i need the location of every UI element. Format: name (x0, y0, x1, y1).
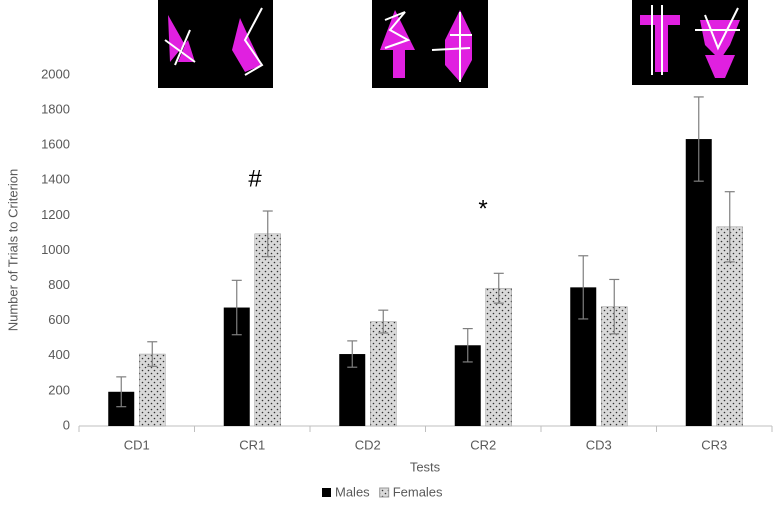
x-tick-label: CR2 (470, 437, 496, 452)
error-bar (609, 278, 620, 335)
stimulus-image (372, 0, 488, 88)
error-bar (378, 309, 389, 334)
x-tick-label: CD2 (355, 437, 381, 452)
y-tick-label: 1000 (41, 242, 70, 257)
error-bar (724, 191, 735, 263)
x-tick-label: CD3 (586, 437, 612, 452)
y-tick-label: 1600 (41, 137, 70, 152)
x-tick-label: CR1 (239, 437, 265, 452)
y-axis-label: Number of Trials to Criterion (5, 169, 20, 332)
y-tick-label: 1200 (41, 207, 70, 222)
x-tick-label: CD1 (124, 437, 150, 452)
bar (685, 139, 712, 426)
y-tick-label: 400 (48, 347, 70, 362)
error-bar (347, 340, 358, 368)
legend-swatch (322, 488, 331, 497)
error-bar (693, 96, 704, 182)
bar (485, 287, 512, 427)
y-tick-label: 200 (48, 382, 70, 397)
y-tick-label: 1800 (41, 102, 70, 117)
y-tick-label: 2000 (41, 66, 70, 81)
y-tick-label: 800 (48, 277, 70, 292)
bar (370, 321, 397, 427)
x-axis-label: Tests (410, 459, 441, 474)
legend-label: Females (393, 484, 443, 499)
annotation: # (248, 165, 262, 192)
y-tick-label: 600 (48, 312, 70, 327)
y-tick-label: 0 (63, 417, 70, 432)
annotation: * (478, 195, 487, 222)
x-tick-label: CR3 (701, 437, 727, 452)
legend-label: Males (335, 484, 370, 499)
error-bar (231, 279, 242, 336)
legend-swatch (379, 487, 390, 498)
stimulus-image (158, 0, 273, 88)
error-bar (493, 272, 504, 304)
stimulus-image (632, 0, 748, 85)
error-bar (578, 255, 589, 320)
error-bar (147, 341, 158, 367)
error-bar (116, 376, 127, 408)
error-bar (262, 210, 273, 258)
bar (254, 233, 281, 427)
y-tick-label: 1400 (41, 172, 70, 187)
error-bar (462, 327, 473, 363)
